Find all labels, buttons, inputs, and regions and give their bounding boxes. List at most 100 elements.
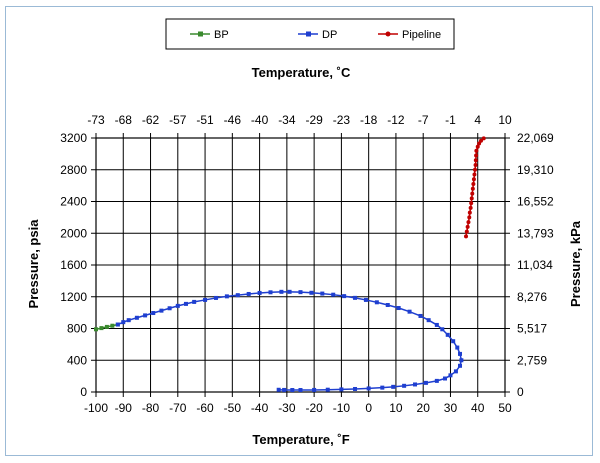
data-point-dp <box>366 386 371 391</box>
data-point-dp <box>298 388 303 393</box>
data-point-dp <box>423 380 428 385</box>
data-point-dp <box>246 291 251 296</box>
x-bottom-tick-label: -80 <box>142 401 160 415</box>
data-point-dp <box>309 290 314 295</box>
data-point-pipeline <box>469 201 474 206</box>
y-right-tick-label: 5,517 <box>517 322 547 336</box>
y-left-tick-label: 400 <box>67 353 87 367</box>
data-point-dp <box>391 384 396 389</box>
data-point-pipeline <box>465 224 470 229</box>
data-point-dp <box>126 318 131 323</box>
data-point-dp <box>458 363 463 368</box>
data-point-dp <box>459 358 464 363</box>
data-point-dp <box>458 351 463 356</box>
x-top-tick-label: -18 <box>360 113 378 127</box>
data-point-pipeline <box>470 186 475 191</box>
data-point-pipeline <box>473 158 478 163</box>
data-point-dp <box>443 376 448 381</box>
x-top-tick-label: -57 <box>169 113 187 127</box>
y-right-tick-label: 11,034 <box>517 258 553 272</box>
x-top-tick-label: -7 <box>418 113 429 127</box>
data-point-dp <box>455 345 460 350</box>
y-right-tick-label: 0 <box>517 385 524 399</box>
data-point-dp <box>213 295 218 300</box>
x-top-tick-label: -68 <box>115 113 133 127</box>
legend-marker-pipeline <box>385 31 391 37</box>
data-point-dp <box>380 385 385 390</box>
data-point-dp <box>312 387 317 392</box>
data-point-dp <box>418 313 423 318</box>
data-point-pipeline <box>471 182 476 187</box>
data-point-pipeline <box>481 136 486 141</box>
x-top-axis-title: Temperature, ˚C <box>252 65 351 80</box>
x-top-tick-label: 10 <box>498 113 512 127</box>
data-point-pipeline <box>467 215 472 220</box>
data-point-dp <box>183 301 188 306</box>
data-point-dp <box>434 378 439 383</box>
data-point-bp <box>104 324 109 329</box>
data-point-dp <box>115 322 120 327</box>
data-point-pipeline <box>473 162 478 167</box>
data-point-pipeline <box>468 205 473 210</box>
data-point-dp <box>374 300 379 305</box>
data-point-dp <box>224 294 229 299</box>
y-left-tick-label: 1600 <box>60 258 87 272</box>
x-top-tick-label: -73 <box>87 113 105 127</box>
x-top-tick-label: -34 <box>278 113 296 127</box>
data-point-pipeline <box>466 220 471 225</box>
data-point-dp <box>413 382 418 387</box>
data-point-dp <box>203 297 208 302</box>
y-right-tick-label: 22,069 <box>517 131 554 145</box>
data-point-dp <box>363 297 368 302</box>
x-bottom-axis-title: Temperature, ˚F <box>252 432 349 447</box>
data-point-pipeline <box>470 191 475 196</box>
y-left-tick-label: 1200 <box>60 290 87 304</box>
data-point-dp <box>440 327 445 332</box>
y-right-tick-label: 13,793 <box>517 226 554 240</box>
data-point-bp <box>110 323 115 328</box>
data-point-dp <box>434 322 439 327</box>
data-point-dp <box>268 290 273 295</box>
data-point-dp <box>325 387 330 392</box>
data-point-bp <box>94 327 98 332</box>
legend-label-bp: BP <box>214 29 229 41</box>
data-point-dp <box>353 295 358 300</box>
x-top-tick-label: -29 <box>305 113 323 127</box>
y-left-tick-label: 2400 <box>60 195 87 209</box>
x-top-tick-label: -51 <box>196 113 214 127</box>
data-point-dp <box>426 318 431 323</box>
data-point-pipeline <box>475 144 480 149</box>
data-point-dp <box>235 293 240 298</box>
x-bottom-tick-label: -90 <box>115 401 133 415</box>
legend-marker-bp <box>198 31 203 37</box>
data-point-dp <box>287 289 292 294</box>
data-point-dp <box>121 320 126 325</box>
data-point-dp <box>353 386 358 391</box>
x-top-tick-label: -23 <box>333 113 351 127</box>
legend-label-pipeline: Pipeline <box>402 29 441 41</box>
data-point-dp <box>298 290 303 295</box>
x-bottom-tick-label: 0 <box>365 401 372 415</box>
data-point-dp <box>290 388 295 393</box>
data-point-pipeline <box>479 138 484 143</box>
data-point-bp <box>99 326 104 331</box>
data-point-pipeline <box>467 210 472 215</box>
y-left-tick-label: 2800 <box>60 163 87 177</box>
data-point-dp <box>159 308 164 313</box>
data-point-dp <box>151 311 156 316</box>
x-bottom-tick-label: -10 <box>333 401 351 415</box>
x-bottom-tick-label: 50 <box>498 401 512 415</box>
y-left-tick-label: 0 <box>80 385 87 399</box>
y-right-tick-label: 2,759 <box>517 353 547 367</box>
data-point-dp <box>402 383 407 388</box>
data-point-pipeline <box>474 153 479 158</box>
data-point-pipeline <box>471 177 476 182</box>
data-point-dp <box>448 373 453 378</box>
x-top-tick-label: 4 <box>474 113 481 127</box>
data-point-dp <box>396 306 401 311</box>
legend-label-dp: DP <box>322 29 337 41</box>
x-bottom-tick-label: -70 <box>169 401 187 415</box>
data-point-dp <box>342 294 347 299</box>
x-bottom-tick-label: 40 <box>471 401 485 415</box>
x-bottom-tick-label: -60 <box>196 401 214 415</box>
